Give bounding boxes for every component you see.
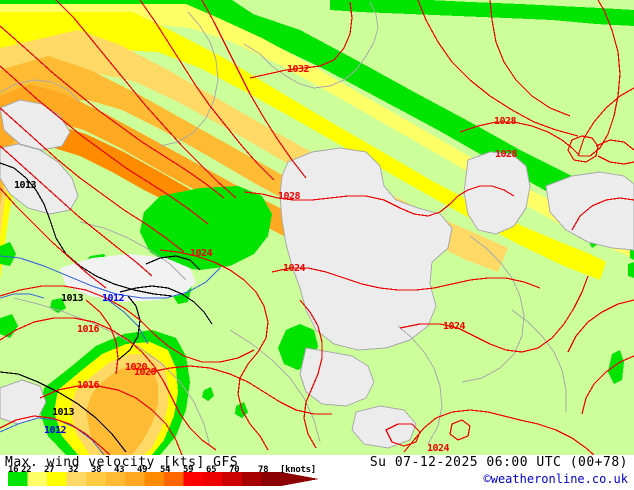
wind-band-16kt-ne bbox=[330, 0, 634, 26]
colorbar-segment bbox=[8, 472, 29, 486]
isobar-1016-sw bbox=[39, 385, 183, 455]
isobar-1028-main bbox=[243, 185, 515, 217]
landmass-east bbox=[545, 171, 634, 251]
colorbar-tick-16: 16 bbox=[8, 465, 19, 475]
isobar-nw-6 bbox=[55, 0, 237, 199]
isobar-loop-right-2 bbox=[595, 139, 634, 151]
isobar-1032 bbox=[249, 1, 353, 79]
colorbar-segment bbox=[27, 472, 48, 486]
colorbar-segment bbox=[125, 472, 146, 486]
isobar-1024-small-loop bbox=[449, 419, 471, 441]
isobar-1020-right bbox=[149, 365, 332, 415]
colorbar-tick-22: 22 bbox=[21, 465, 32, 475]
product-title: Max. wind velocity [kts] GFS bbox=[5, 455, 239, 470]
colorbar-tick-32: 32 bbox=[68, 465, 79, 475]
snow-ice-area bbox=[60, 254, 196, 302]
isobar-1024-far-right bbox=[399, 275, 589, 353]
isobar-ne-2 bbox=[489, 0, 571, 117]
isobar-1020 bbox=[0, 285, 255, 363]
colorbar-segment bbox=[164, 472, 185, 486]
colorbar-segment bbox=[183, 472, 204, 486]
isobar-right-lower bbox=[567, 299, 634, 353]
landmass-south bbox=[299, 347, 375, 407]
isobar-nw-7 bbox=[139, 0, 275, 181]
colorbar-segment bbox=[66, 472, 87, 486]
colorbar-tick-43: 43 bbox=[114, 465, 125, 475]
colorbar-tick-78: 78 bbox=[258, 465, 269, 475]
colorbar-swatches bbox=[8, 472, 319, 486]
border-layer bbox=[0, 162, 213, 453]
colorbar-overflow-arrow bbox=[281, 472, 319, 486]
isobar-e-right-2 bbox=[571, 197, 634, 231]
isobar-1016 bbox=[0, 317, 217, 451]
colorbar-tick-65: 65 bbox=[206, 465, 217, 475]
isobar-nw-5 bbox=[0, 187, 107, 289]
colorbar-segment bbox=[242, 472, 263, 486]
isobar-nw-8 bbox=[201, 0, 307, 179]
colorbar-tick-49: 49 bbox=[137, 465, 148, 475]
landmass-nw-fragment-2 bbox=[0, 143, 79, 215]
colorbar-tick-59: 59 bbox=[183, 465, 194, 475]
colorbar-tick-27: 27 bbox=[44, 465, 55, 475]
isobar-1024-bottom-loop bbox=[385, 423, 421, 447]
isobar-1024-bottom bbox=[403, 409, 595, 455]
weather-map-canvas[interactable]: 1013 1032 1028 1028 1028 1024 1024 1024 … bbox=[0, 0, 634, 455]
isobar-mid-vertical bbox=[299, 299, 323, 449]
colorbar-segment bbox=[203, 472, 224, 486]
copyright-credit[interactable]: ©weatheronline.co.uk bbox=[483, 472, 629, 486]
isobar-1024-right bbox=[271, 267, 541, 291]
isobar-layer bbox=[0, 0, 634, 455]
isobar-nw-4 bbox=[0, 145, 153, 277]
colorbar-tick-54: 54 bbox=[160, 465, 171, 475]
colorbar-segment bbox=[222, 472, 243, 486]
isobar-1028-north bbox=[459, 0, 621, 157]
isobar-ne-1 bbox=[417, 0, 579, 137]
coastline-detail bbox=[0, 1, 567, 447]
forecast-datetime: Su 07-12-2025 06:00 UTC (00+78) bbox=[369, 455, 628, 470]
isobar-loop-right-3 bbox=[597, 155, 634, 165]
wind-band-sw-maximum bbox=[40, 330, 190, 455]
isobar-nw-3 bbox=[0, 107, 185, 253]
colorbar-segment bbox=[86, 472, 107, 486]
colorbar-tick-38: 38 bbox=[91, 465, 102, 475]
colorbar-segment bbox=[144, 472, 165, 486]
colorbar-unit-label: [knots] bbox=[280, 465, 316, 475]
wind-band-49kt-nw bbox=[28, 124, 202, 214]
map-layers bbox=[0, 0, 634, 455]
landmass-southwest bbox=[0, 379, 47, 425]
isobar-nw-1 bbox=[0, 25, 225, 199]
isobar-sw-lower bbox=[0, 415, 111, 455]
colorbar-segment bbox=[105, 472, 126, 486]
colorbar-segment bbox=[47, 472, 68, 486]
colorbar-segment bbox=[261, 472, 282, 486]
landmass-bottom-centre bbox=[351, 405, 417, 449]
isobar-nw-2 bbox=[0, 65, 209, 225]
colorbar-tick-70: 70 bbox=[229, 465, 240, 475]
legend-panel: Max. wind velocity [kts] GFS Su 07-12-20… bbox=[0, 455, 634, 490]
isobar-left-mid bbox=[85, 299, 119, 375]
wind-speed-colorbar bbox=[8, 472, 319, 490]
isobar-right-lower-2 bbox=[581, 355, 634, 415]
isobar-1024-left bbox=[159, 249, 269, 451]
colorbar-tick-labels: 16 22 27 32 38 43 49 54 59 65 70 78 [knots] bbox=[0, 465, 340, 477]
landmass-east-island bbox=[463, 151, 531, 235]
isobar-e-right bbox=[577, 87, 634, 157]
